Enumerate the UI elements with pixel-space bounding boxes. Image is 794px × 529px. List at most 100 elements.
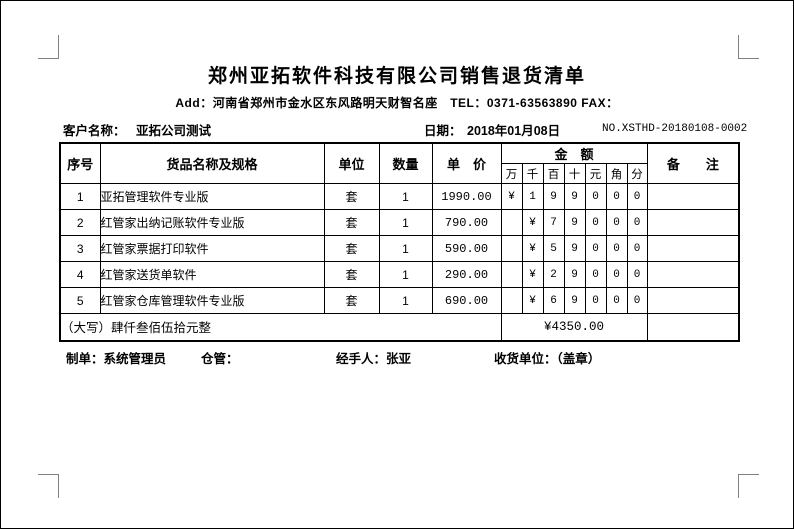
price-cell: 790.00 [431,209,502,236]
table-row-2: 2 红管家出纳记账软件专业版 套 1 790.00 ¥ 7 9 0 0 0 [59,209,740,236]
amount-digit-yuan: 0 [584,209,607,236]
amount-digit-wan [500,209,523,236]
product-name-cell: 红管家送货单软件 [99,261,325,288]
amount-digit-jiao: 0 [605,261,628,288]
unit-cell: 套 [323,183,380,210]
seq-cell: 3 [59,235,101,262]
amount-digit-shi: 9 [563,287,586,314]
amount-digit-qian: ¥ [521,209,544,236]
unit-cell: 套 [323,261,380,288]
seq-cell: 2 [59,209,101,236]
amount-digit-yuan: 0 [584,287,607,314]
amount-digit-fen: 0 [626,287,648,314]
amount-digit-fen: 0 [626,183,648,210]
qty-cell: 1 [378,287,433,314]
amount-digit-shi: 9 [563,209,586,236]
amount-digit-shi: 9 [563,261,586,288]
qty-cell: 1 [378,183,433,210]
amount-digit-yuan: 0 [584,183,607,210]
amount-digit-shi: 9 [563,235,586,262]
amount-digit-yuan: 0 [584,235,607,262]
customer-value: 亚拓公司测试 [136,124,212,138]
amount-digit-wan [500,235,523,262]
seq-cell: 4 [59,261,101,288]
corner-mark-top-left [38,35,59,59]
product-name-cell: 红管家出纳记账软件专业版 [99,209,325,236]
subcol-wan: 万 [500,163,523,184]
amount-digit-qian: ¥ [521,235,544,262]
total-remark-cell [646,313,740,341]
amount-digit-qian: ¥ [521,287,544,314]
col-header-qty: 数量 [378,142,433,184]
customer-label: 客户名称： [63,124,126,138]
seq-cell: 5 [59,287,101,314]
price-cell: 690.00 [431,287,502,314]
maker-field: 制单：系统管理员 [66,352,167,366]
amount-digit-bai: 9 [542,183,565,210]
seq-cell: 1 [59,183,101,210]
qty-cell: 1 [378,261,433,288]
amount-digit-wan [500,287,523,314]
document-number: NO.XSTHD-20180108-0002 [602,123,748,135]
subcol-yuan: 元 [584,163,607,184]
handler-field: 经手人：张亚 [336,352,412,366]
remark-cell [646,287,740,314]
price-cell: 290.00 [431,261,502,288]
amount-digit-bai: 2 [542,261,565,288]
corner-mark-bottom-right [738,474,759,498]
amount-digit-bai: 6 [542,287,565,314]
remark-cell [646,261,740,288]
amount-digit-bai: 5 [542,235,565,262]
table-row-4: 4 红管家送货单软件 套 1 290.00 ¥ 2 9 0 0 0 [59,261,740,288]
col-header-price: 单 价 [431,142,502,184]
amount-digit-jiao: 0 [605,287,628,314]
product-name-cell: 亚拓管理软件专业版 [99,183,325,210]
product-name-cell: 红管家票据打印软件 [99,235,325,262]
amount-digit-bai: 7 [542,209,565,236]
subcol-qian: 千 [521,163,544,184]
amount-digit-qian: ¥ [521,261,544,288]
unit-cell: 套 [323,287,380,314]
corner-mark-bottom-left [38,474,59,498]
price-cell: 1990.00 [431,183,502,210]
items-table: 序号 货品名称及规格 单位 数量 单 价 金 额 备 注 万 千 百 十 元 角… [59,142,741,342]
table-row-1: 1 亚拓管理软件专业版 套 1 1990.00 ¥ 1 9 9 0 0 0 [59,183,740,210]
amount-digit-fen: 0 [626,235,648,262]
table-row-3: 3 红管家票据打印软件 套 1 590.00 ¥ 5 9 0 0 0 [59,235,740,262]
table-header-row: 序号 货品名称及规格 单位 数量 单 价 金 额 备 注 [59,142,740,184]
total-in-words: （大写）肆仟叁佰伍拾元整 [59,313,502,341]
date-label: 日期： [424,124,462,138]
remark-cell [646,235,740,262]
amount-subheader-row: 万 千 百 十 元 角 分 [60,163,739,184]
unit-cell: 套 [323,235,380,262]
col-header-unit: 单位 [323,142,380,184]
subcol-fen: 分 [626,163,648,184]
amount-digit-jiao: 0 [605,183,628,210]
table-row-5: 5 红管家仓库管理软件专业版 套 1 690.00 ¥ 6 9 0 0 0 [59,287,740,314]
remark-cell [646,183,740,210]
amount-digit-yuan: 0 [584,261,607,288]
total-amount: ¥4350.00 [500,313,648,341]
product-name-cell: 红管家仓库管理软件专业版 [99,287,325,314]
col-header-product: 货品名称及规格 [99,142,325,184]
receiver-field: 收货单位：（盖章） [494,352,601,366]
page-title: 郑州亚拓软件科技有限公司销售退货清单 [207,66,586,87]
subcol-bai: 百 [542,163,565,184]
col-header-amount: 金 额 [500,142,648,164]
date-value: 2018年01月08日 [467,124,561,138]
amount-digit-shi: 9 [563,183,586,210]
total-row: （大写）肆仟叁佰伍拾元整 ¥4350.00 [59,313,740,341]
info-row: 客户名称： 亚拓公司测试 日期： 2018年01月08日 NO.XSTHD-20… [1,120,793,138]
amount-digit-qian: 1 [521,183,544,210]
company-address-line: Add：河南省郑州市金水区东风路明天财智名座 TEL：0371-63563890… [175,96,619,110]
price-cell: 590.00 [431,235,502,262]
amount-digit-jiao: 0 [605,235,628,262]
col-header-seq: 序号 [59,142,101,184]
subcol-jiao: 角 [605,163,628,184]
amount-digit-fen: 0 [626,261,648,288]
amount-digit-wan [500,261,523,288]
unit-cell: 套 [323,209,380,236]
remark-cell [646,209,740,236]
amount-digit-wan: ¥ [500,183,523,210]
